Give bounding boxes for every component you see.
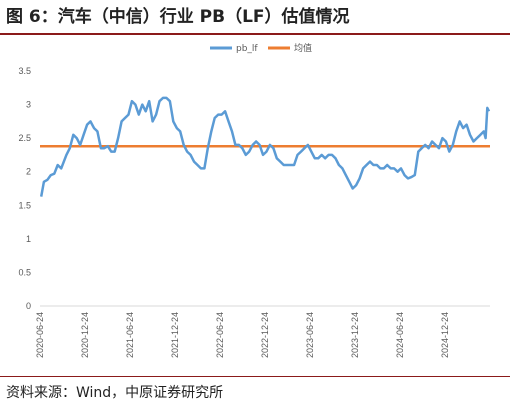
- y-tick-label: 1: [26, 234, 31, 244]
- pb-lf-series-line: [39, 96, 491, 197]
- y-tick-label: 2: [26, 167, 31, 177]
- x-tick-label: 2023-12-24: [350, 312, 360, 358]
- x-tick-label: 2020-06-24: [35, 312, 45, 358]
- x-tick-label: 2022-06-24: [215, 312, 225, 358]
- legend: pb_lf 均值: [210, 42, 312, 54]
- x-tick-label: 2021-06-24: [125, 312, 135, 358]
- legend-label-pb-lf: pb_lf: [236, 44, 258, 54]
- source-note: 资料来源：Wind，中原证券研究所: [6, 385, 224, 401]
- x-tick-label: 2024-12-24: [440, 312, 450, 358]
- x-tick-label: 2020-12-24: [80, 312, 90, 358]
- y-tick-label: 1.5: [18, 200, 31, 210]
- x-tick-label: 2024-06-24: [395, 312, 405, 358]
- pb-line-chart: pb_lf 均值 00.511.522.533.5 2020-06-24 2020…: [18, 42, 491, 358]
- x-tick-label: 2023-06-24: [305, 312, 315, 358]
- y-tick-label: 0: [26, 301, 31, 311]
- figure-title: 图 6：汽车（中信）行业 PB（LF）估值情况: [6, 7, 350, 27]
- x-tick-label: 2021-12-24: [170, 312, 180, 358]
- y-tick-label: 3.5: [18, 66, 31, 76]
- title-divider: [0, 33, 510, 35]
- x-tick-label: 2022-12-24: [260, 312, 270, 358]
- legend-label-mean: 均值: [294, 42, 312, 54]
- y-tick-label: 3: [26, 100, 31, 110]
- x-axis-ticks: 2020-06-24 2020-12-24 2021-06-24 2021-12-24…: [35, 312, 450, 358]
- y-tick-label: 0.5: [18, 267, 31, 277]
- y-tick-label: 2.5: [18, 133, 31, 143]
- y-axis-ticks: 0 0.5 1 1.5 2 2.5 3 3.5: [18, 66, 31, 311]
- source-divider: [0, 376, 510, 377]
